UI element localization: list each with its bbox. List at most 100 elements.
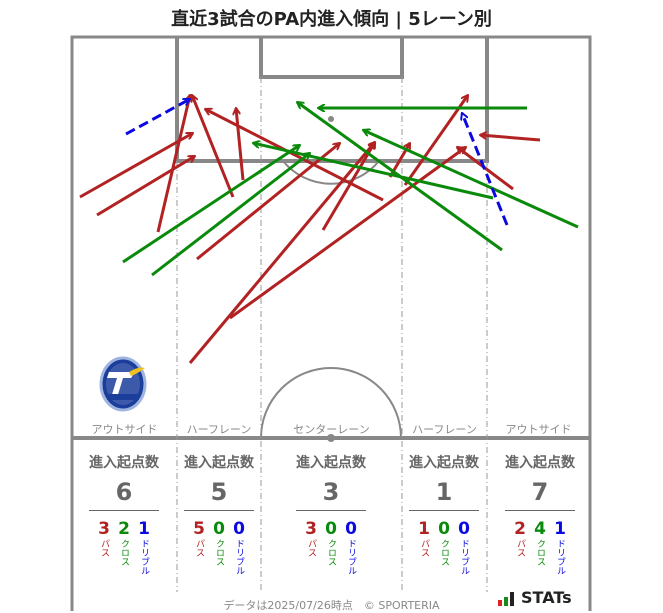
goal-area bbox=[259, 37, 404, 79]
pass-count-value: 3 bbox=[305, 519, 317, 539]
stats-logo: STATs bbox=[498, 590, 572, 606]
cross-label: クロス bbox=[119, 539, 129, 566]
dribble-label: ドリブル bbox=[555, 539, 565, 575]
stats-logo-bar bbox=[498, 600, 502, 606]
pass-count-value: 1 bbox=[418, 519, 430, 539]
pass-count: 2 パス bbox=[513, 519, 527, 575]
page-title: 直近3試合のPA内進入傾向 | 5レーン別 bbox=[171, 9, 492, 30]
cross-count-value: 4 bbox=[534, 519, 546, 539]
dribble-count: 0 ドリブル bbox=[457, 519, 471, 575]
dribble-count-value: 0 bbox=[345, 519, 357, 539]
dribble-count-value: 1 bbox=[138, 519, 150, 539]
dribble-arrow bbox=[125, 97, 190, 136]
cross-label: クロス bbox=[439, 539, 449, 566]
cross-count: 0 クロス bbox=[324, 519, 338, 575]
stats-logo-bar bbox=[504, 597, 508, 606]
cross-count-value: 2 bbox=[118, 519, 130, 539]
cross-count: 4 クロス bbox=[533, 519, 547, 575]
pass-count-value: 3 bbox=[98, 519, 110, 539]
dribble-count: 0 ドリブル bbox=[232, 519, 246, 575]
pass-arrow bbox=[321, 142, 377, 231]
cross-count-value: 0 bbox=[325, 519, 337, 539]
brand-name: STATs bbox=[521, 588, 572, 607]
cross-label: クロス bbox=[535, 539, 545, 566]
pitch-outline bbox=[70, 35, 592, 611]
cross-arrow bbox=[363, 130, 579, 229]
pass-count: 3 パス bbox=[304, 519, 318, 575]
pass-arrow bbox=[403, 95, 470, 186]
cross-count: 0 クロス bbox=[437, 519, 451, 575]
pass-arrow bbox=[96, 154, 195, 217]
stat-heading: 進入起点数 bbox=[89, 455, 159, 471]
entry-breakdown: 3 パス 0 クロス 0 ドリブル bbox=[296, 519, 366, 575]
dribble-count: 1 ドリブル bbox=[137, 519, 151, 575]
entry-breakdown: 5 パス 0 クロス 0 ドリブル bbox=[184, 519, 254, 575]
pass-count-value: 2 bbox=[514, 519, 526, 539]
pass-arrow bbox=[480, 135, 541, 142]
cross-label: クロス bbox=[326, 539, 336, 566]
stat-heading: 進入起点数 bbox=[505, 455, 575, 471]
pass-count: 1 パス bbox=[417, 519, 431, 575]
lane-stats: 進入起点数 7 2 パス 4 クロス 1 ドリブル bbox=[505, 452, 575, 575]
dribble-label: ドリブル bbox=[139, 539, 149, 575]
center-circle bbox=[260, 367, 402, 439]
pass-count: 5 パス bbox=[192, 519, 206, 575]
lane-label-right-outside: アウトサイド bbox=[505, 423, 572, 436]
lane-stats: 進入起点数 6 3 パス 2 クロス 1 ドリブル bbox=[89, 452, 159, 575]
lane-label-right-half: ハーフレーン bbox=[412, 423, 477, 436]
lane-stats: 進入起点数 1 1 パス 0 クロス 0 ドリブル bbox=[409, 452, 479, 575]
lane-stats: 進入起点数 3 3 パス 0 クロス 0 ドリブル bbox=[296, 452, 366, 575]
pass-arrow bbox=[205, 109, 384, 202]
dribble-count: 1 ドリブル bbox=[553, 519, 567, 575]
entry-arrows bbox=[79, 95, 579, 364]
cross-arrow bbox=[151, 153, 310, 277]
lane-label-left-half: ハーフレーン bbox=[186, 423, 252, 436]
entry-total: 3 bbox=[296, 478, 366, 511]
lane-stats: 進入起点数 5 5 パス 0 クロス 0 ドリブル bbox=[184, 452, 254, 575]
dribble-count: 0 ドリブル bbox=[344, 519, 358, 575]
pass-label: パス bbox=[515, 539, 525, 557]
entry-total: 1 bbox=[409, 478, 479, 511]
pass-label: パス bbox=[194, 539, 204, 557]
dribble-count-value: 0 bbox=[233, 519, 245, 539]
pass-arrow bbox=[188, 142, 375, 364]
entry-total: 7 bbox=[505, 478, 575, 511]
pass-label: パス bbox=[306, 539, 316, 557]
lane-label-left-outside: アウトサイド bbox=[91, 423, 158, 436]
dribble-label: ドリブル bbox=[346, 539, 356, 575]
dribble-label: ドリブル bbox=[234, 539, 244, 575]
cross-count: 0 クロス bbox=[212, 519, 226, 575]
pass-count: 3 パス bbox=[97, 519, 111, 575]
entry-total: 5 bbox=[184, 478, 254, 511]
pass-arrow bbox=[229, 145, 466, 320]
entry-breakdown: 1 パス 0 クロス 0 ドリブル bbox=[409, 519, 479, 575]
stat-heading: 進入起点数 bbox=[296, 455, 366, 471]
stats-logo-bar bbox=[510, 592, 514, 606]
team-logo bbox=[99, 356, 147, 412]
lane-label-center: センターレーン bbox=[293, 423, 370, 436]
pass-arrow bbox=[196, 143, 340, 261]
cross-label: クロス bbox=[214, 539, 224, 566]
center-spot bbox=[327, 434, 335, 442]
pass-arrow bbox=[79, 131, 193, 199]
cross-arrow bbox=[122, 143, 300, 264]
entry-breakdown: 2 パス 4 クロス 1 ドリブル bbox=[505, 519, 575, 575]
cross-count-value: 0 bbox=[438, 519, 450, 539]
stat-heading: 進入起点数 bbox=[409, 455, 479, 471]
pass-arrow bbox=[236, 108, 245, 181]
footer-credit: データは2025/07/26時点 © SPORTERIA bbox=[223, 599, 440, 612]
stat-heading: 進入起点数 bbox=[184, 455, 254, 471]
dribble-count-value: 1 bbox=[554, 519, 566, 539]
cross-count-value: 0 bbox=[213, 519, 225, 539]
dribble-arrow bbox=[462, 113, 509, 226]
pass-arrow bbox=[192, 95, 235, 198]
pass-count-value: 5 bbox=[193, 519, 205, 539]
pass-label: パス bbox=[419, 539, 429, 557]
penalty-spot bbox=[328, 116, 334, 122]
cross-count: 2 クロス bbox=[117, 519, 131, 575]
entry-breakdown: 3 パス 2 クロス 1 ドリブル bbox=[89, 519, 159, 575]
entry-total: 6 bbox=[89, 478, 159, 511]
dribble-label: ドリブル bbox=[459, 539, 469, 575]
pass-label: パス bbox=[99, 539, 109, 557]
